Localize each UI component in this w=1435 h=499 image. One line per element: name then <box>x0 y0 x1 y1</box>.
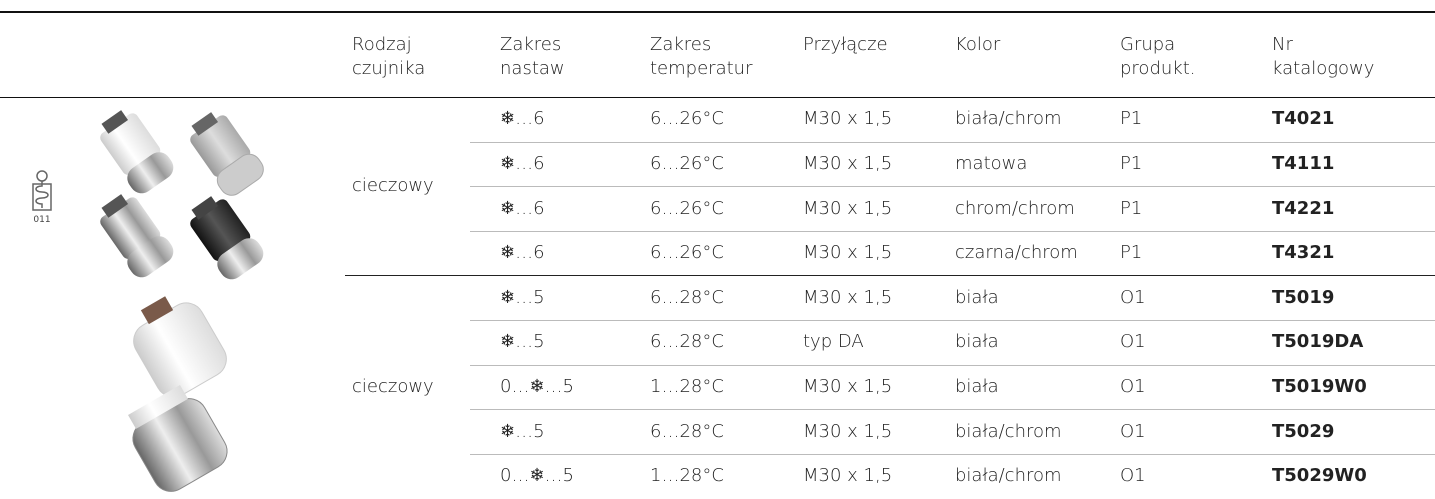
cell: 0…❄…5 <box>500 465 574 487</box>
cell: O1 <box>1120 287 1146 309</box>
cell: M30 x 1,5 <box>803 465 892 487</box>
cell: O1 <box>1120 331 1146 353</box>
row-rule <box>470 454 1435 455</box>
row-rule <box>470 231 1435 232</box>
cell: O1 <box>1120 465 1146 487</box>
cell: 1…28°C <box>650 465 724 487</box>
header-text: temperatur <box>650 58 752 80</box>
cell: ❄…6 <box>500 198 545 220</box>
cell: 6…26°C <box>650 153 724 175</box>
catalog-number: T4321 <box>1272 242 1334 264</box>
cell: O1 <box>1120 376 1146 398</box>
row-rule <box>470 320 1435 321</box>
cell: P1 <box>1120 198 1142 220</box>
cell: biała/chrom <box>955 465 1062 487</box>
catalog-number: T5019DA <box>1272 331 1363 353</box>
cell: M30 x 1,5 <box>803 153 892 175</box>
cell: 1…28°C <box>650 376 724 398</box>
sensor-type: cieczowy <box>352 376 434 398</box>
catalog-number: T4021 <box>1272 108 1334 130</box>
cell: 0…❄…5 <box>500 376 574 398</box>
header-text: Kolor <box>955 34 1000 56</box>
header-rule <box>0 97 1435 98</box>
header-text: Zakres <box>650 34 711 56</box>
row-rule <box>470 409 1435 410</box>
header-text: katalogowy <box>1272 58 1374 80</box>
cell: 6…26°C <box>650 242 724 264</box>
catalog-number: T5019 <box>1272 287 1334 309</box>
row-rule <box>470 365 1435 366</box>
cell: biała <box>955 331 999 353</box>
cell: 6…26°C <box>650 108 724 130</box>
header-text: Przyłącze <box>803 34 888 56</box>
cell: matowa <box>955 153 1027 175</box>
cell: chrom/chrom <box>955 198 1075 220</box>
cell: ❄…6 <box>500 108 545 130</box>
cell: 6…28°C <box>650 421 724 443</box>
header-text: Zakres <box>500 34 561 56</box>
cell: ❄…5 <box>500 421 545 443</box>
catalog-number: T5029W0 <box>1272 465 1367 487</box>
header-text: Nr <box>1272 34 1293 56</box>
cell: P1 <box>1120 242 1142 264</box>
cell: M30 x 1,5 <box>803 287 892 309</box>
header-text: Rodzaj <box>352 34 412 56</box>
catalog-number: T4221 <box>1272 198 1334 220</box>
sensor-icon-label: 011 <box>33 215 50 225</box>
header-text: produkt. <box>1120 58 1195 80</box>
cell: 6…28°C <box>650 331 724 353</box>
cell: ❄…6 <box>500 153 545 175</box>
cell: M30 x 1,5 <box>803 242 892 264</box>
cell: P1 <box>1120 153 1142 175</box>
header-text: czujnika <box>352 58 425 80</box>
cell: O1 <box>1120 421 1146 443</box>
cell: 6…26°C <box>650 198 724 220</box>
group-rule <box>345 275 1435 276</box>
catalog-number: T5019W0 <box>1272 376 1367 398</box>
header-text: Grupa <box>1120 34 1175 56</box>
cell: ❄…5 <box>500 287 545 309</box>
cell: biała <box>955 376 999 398</box>
header-text: nastaw <box>500 58 565 80</box>
cell: M30 x 1,5 <box>803 421 892 443</box>
sensor-type: cieczowy <box>352 175 434 197</box>
page: 011 RodzajczujnikaZakresnastawZakrestemp… <box>0 0 1435 499</box>
cell: M30 x 1,5 <box>803 198 892 220</box>
top-rule <box>0 11 1435 13</box>
catalog-number: T5029 <box>1272 421 1334 443</box>
catalog-number: T4111 <box>1272 153 1334 175</box>
cell: ❄…5 <box>500 331 545 353</box>
row-rule <box>470 142 1435 143</box>
cell: typ DA <box>803 331 864 353</box>
cell: biała/chrom <box>955 421 1062 443</box>
cell: P1 <box>1120 108 1142 130</box>
cell: biała <box>955 287 999 309</box>
cell: M30 x 1,5 <box>803 108 892 130</box>
cell: ❄…6 <box>500 242 545 264</box>
cell: M30 x 1,5 <box>803 376 892 398</box>
cell: 6…28°C <box>650 287 724 309</box>
cell: biała/chrom <box>955 108 1062 130</box>
cell: czarna/chrom <box>955 242 1078 264</box>
product-images: 011 <box>0 0 345 499</box>
row-rule <box>470 186 1435 187</box>
